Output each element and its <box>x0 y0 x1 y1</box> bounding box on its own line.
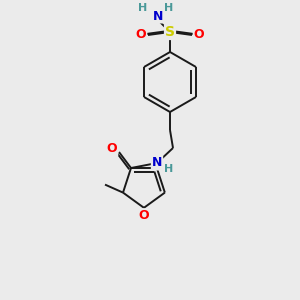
Text: H: H <box>164 164 174 174</box>
Text: O: O <box>194 28 204 41</box>
Text: N: N <box>152 157 162 169</box>
Text: O: O <box>136 28 146 41</box>
Text: N: N <box>153 10 163 22</box>
Text: S: S <box>165 25 175 39</box>
Text: O: O <box>139 209 149 222</box>
Text: H: H <box>138 3 148 13</box>
Text: O: O <box>107 142 117 155</box>
Text: H: H <box>164 3 174 13</box>
